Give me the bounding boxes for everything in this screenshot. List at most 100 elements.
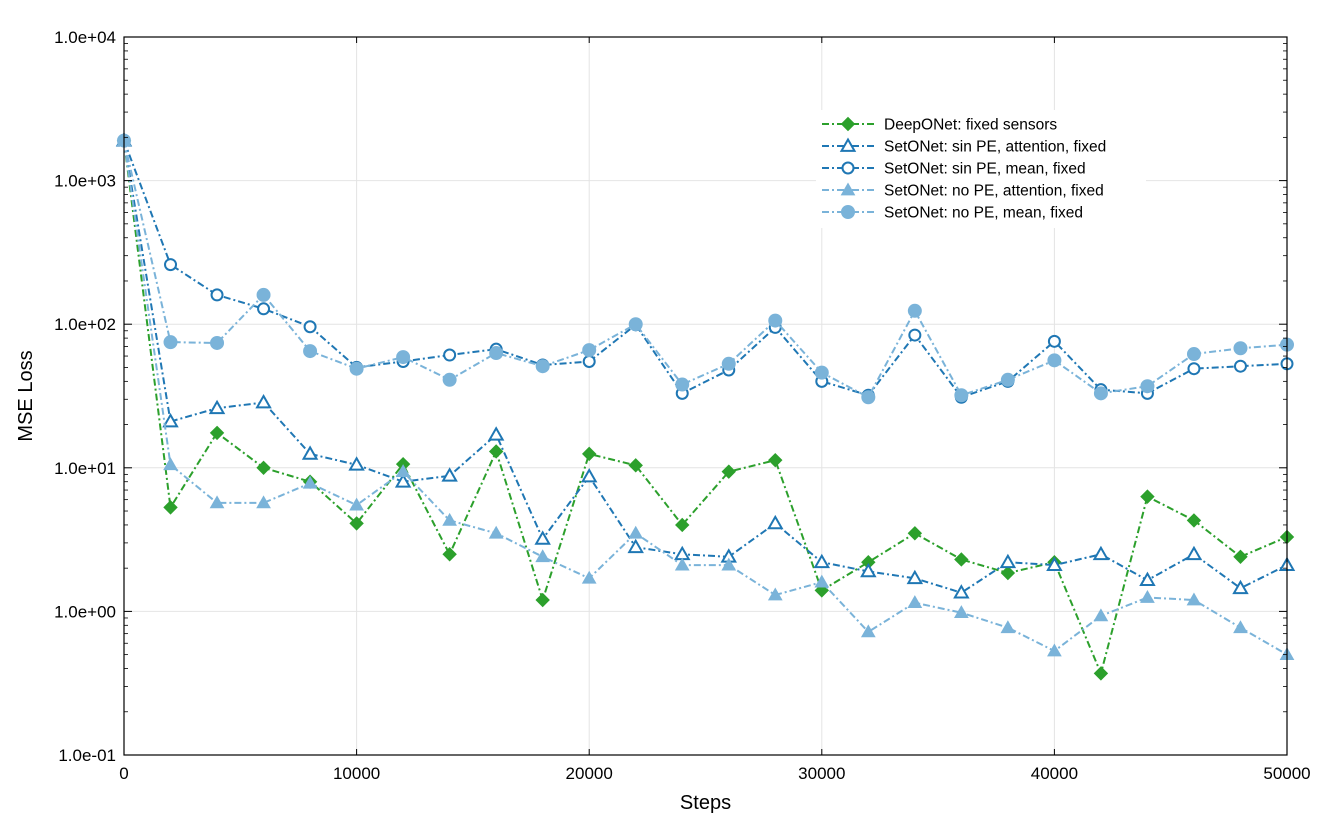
y-tick-label: 1.0e+02 bbox=[54, 315, 116, 334]
series-line bbox=[123, 140, 1288, 399]
legend-marker bbox=[840, 116, 856, 132]
legend-entry-5: SetONet: no PE, mean, fixed bbox=[822, 205, 1083, 222]
legend-entry-4: SetONet: no PE, attention, fixed bbox=[822, 182, 1104, 200]
data-point bbox=[348, 456, 365, 471]
data-point bbox=[580, 467, 598, 483]
x-tick-label: 20000 bbox=[566, 764, 613, 783]
data-point bbox=[535, 592, 550, 608]
legend-marker bbox=[841, 205, 855, 219]
data-point bbox=[767, 587, 783, 601]
data-point bbox=[396, 350, 411, 365]
data-point bbox=[1186, 592, 1202, 606]
ticks: 0 10000 20000 30000 40000 50000 1.0e-01 1.0e+00… bbox=[54, 28, 1311, 783]
data-point bbox=[1000, 372, 1015, 387]
data-point bbox=[860, 562, 877, 578]
data-point bbox=[1187, 362, 1201, 376]
data-point bbox=[721, 464, 736, 479]
data-point bbox=[907, 595, 923, 609]
data-point bbox=[209, 425, 225, 441]
data-point bbox=[814, 365, 829, 380]
data-point bbox=[488, 444, 504, 459]
data-point bbox=[257, 302, 271, 316]
series-line bbox=[123, 140, 1288, 399]
data-point bbox=[394, 473, 412, 488]
data-point bbox=[954, 388, 969, 403]
data-point bbox=[1233, 359, 1247, 373]
data-point bbox=[906, 569, 924, 585]
data-point bbox=[1000, 620, 1016, 634]
y-tick-label: 1.0e+00 bbox=[54, 602, 116, 621]
legend-label: SetONet: sin PE, attention, fixed bbox=[884, 139, 1106, 156]
data-point bbox=[488, 525, 504, 539]
legend-label: SetONet: no PE, attention, fixed bbox=[884, 183, 1104, 200]
legend-label: SetONet: sin PE, mean, fixed bbox=[884, 161, 1086, 178]
data-point bbox=[675, 517, 690, 533]
data-point bbox=[256, 287, 271, 302]
legend: DeepONet: fixed sensors SetONet: sin PE, … bbox=[816, 110, 1146, 228]
data-point bbox=[1233, 341, 1248, 356]
data-point bbox=[582, 354, 596, 368]
x-tick-label: 0 bbox=[119, 764, 128, 783]
x-tick-label: 40000 bbox=[1031, 764, 1078, 783]
data-point bbox=[627, 538, 644, 554]
data-point bbox=[999, 553, 1017, 569]
legend-entry-3: SetONet: sin PE, mean, fixed bbox=[822, 161, 1086, 178]
data-point bbox=[1233, 620, 1248, 634]
legend-label: DeepONet: fixed sensors bbox=[884, 117, 1057, 134]
series-1 bbox=[116, 133, 1295, 681]
data-point bbox=[487, 426, 505, 441]
data-point bbox=[1140, 379, 1155, 394]
data-point bbox=[1140, 589, 1155, 603]
data-point bbox=[441, 467, 458, 482]
data-point bbox=[1185, 545, 1203, 561]
series-5 bbox=[117, 133, 1294, 405]
y-axis-title: MSE Loss bbox=[15, 350, 37, 441]
data-point bbox=[303, 320, 317, 334]
legend-marker bbox=[840, 182, 856, 196]
data-point bbox=[489, 346, 504, 361]
legend-marker bbox=[839, 137, 857, 152]
data-point bbox=[675, 377, 690, 392]
data-point bbox=[255, 393, 272, 409]
data-point bbox=[813, 553, 831, 569]
data-point bbox=[581, 570, 597, 584]
data-point bbox=[1047, 643, 1062, 657]
data-point bbox=[861, 390, 876, 405]
data-point bbox=[1093, 386, 1108, 401]
data-point bbox=[209, 495, 225, 509]
data-point bbox=[349, 497, 364, 511]
data-point bbox=[162, 413, 179, 428]
data-point bbox=[953, 584, 970, 599]
y-tick-label: 1.0e+03 bbox=[54, 172, 116, 191]
data-point bbox=[767, 514, 784, 530]
data-point bbox=[721, 557, 737, 571]
data-point bbox=[210, 335, 225, 350]
data-point bbox=[1093, 608, 1109, 622]
data-point bbox=[349, 361, 364, 376]
data-point bbox=[301, 445, 319, 460]
data-point bbox=[768, 452, 783, 468]
data-point bbox=[1093, 666, 1109, 681]
data-point bbox=[1047, 353, 1062, 368]
legend-label: SetONet: no PE, mean, fixed bbox=[884, 205, 1083, 222]
data-point bbox=[256, 460, 271, 476]
data-point bbox=[1047, 334, 1061, 348]
data-point bbox=[814, 574, 830, 588]
data-point bbox=[907, 526, 923, 541]
series-layer bbox=[115, 132, 1296, 681]
y-tick-label: 1.0e-01 bbox=[58, 746, 116, 765]
data-point bbox=[628, 458, 643, 473]
data-point bbox=[535, 549, 551, 563]
data-point bbox=[907, 303, 922, 318]
data-point bbox=[302, 475, 318, 489]
data-point bbox=[163, 500, 178, 515]
legend-entry-2: SetONet: sin PE, attention, fixed bbox=[822, 137, 1106, 156]
y-tick-label: 1.0e+01 bbox=[54, 459, 116, 478]
y-tick-label: 1.0e+04 bbox=[54, 28, 116, 47]
data-point bbox=[674, 557, 690, 571]
data-point bbox=[163, 457, 178, 471]
data-point bbox=[1140, 489, 1155, 504]
x-axis-title: Steps bbox=[680, 792, 731, 814]
x-tick-label: 30000 bbox=[798, 764, 845, 783]
